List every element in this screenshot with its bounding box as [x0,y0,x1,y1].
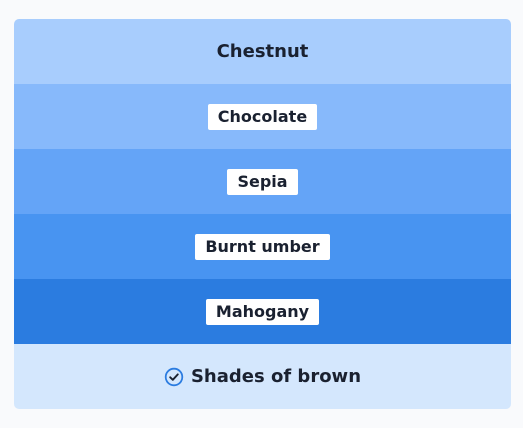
palette-footer-content: Shades of brown [164,366,361,387]
shade-row-burnt-umber[interactable]: Burnt umber [14,214,511,279]
shade-palette-card: Chestnut Chocolate Sepia Burnt umber Mah… [14,19,511,409]
shade-chip-sepia: Sepia [227,168,298,195]
shade-chip-chocolate: Chocolate [207,103,318,130]
palette-footer: Shades of brown [14,344,511,409]
shade-row-chestnut[interactable]: Chestnut [14,19,511,84]
shade-row-chocolate[interactable]: Chocolate [14,84,511,149]
shade-row-mahogany[interactable]: Mahogany [14,279,511,344]
check-circle-icon [164,367,184,386]
palette-footer-label: Shades of brown [190,366,362,387]
shade-chip-mahogany: Mahogany [205,298,320,325]
shade-row-sepia[interactable]: Sepia [14,149,511,214]
shade-label-chestnut: Chestnut [216,41,309,62]
shade-chip-burnt-umber: Burnt umber [195,233,330,260]
